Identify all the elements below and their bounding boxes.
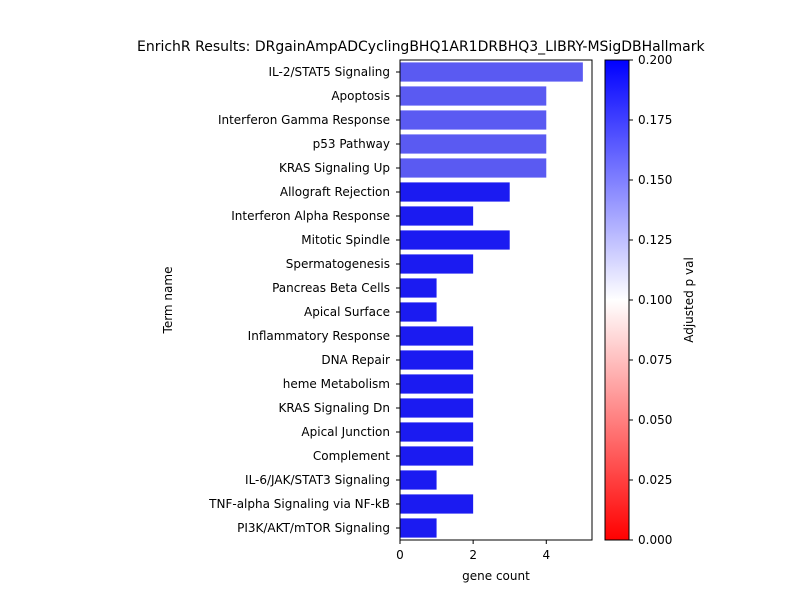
category-label-12: DNA Repair bbox=[321, 353, 390, 367]
category-label-1: Apoptosis bbox=[331, 89, 390, 103]
colorbar-tick-label-5: 0.125 bbox=[638, 233, 672, 247]
y-axis-label: Term name bbox=[161, 267, 175, 335]
category-label-5: Allograft Rejection bbox=[280, 185, 390, 199]
bar-16 bbox=[400, 446, 474, 466]
plot-frame bbox=[399, 59, 593, 541]
category-label-3: p53 Pathway bbox=[313, 137, 390, 151]
bar-6 bbox=[400, 206, 474, 226]
colorbar-tick-label-8: 0.200 bbox=[638, 53, 672, 67]
category-label-18: TNF-alpha Signaling via NF-kB bbox=[208, 497, 390, 511]
category-label-4: KRAS Signaling Up bbox=[279, 161, 390, 175]
bar-7 bbox=[400, 230, 510, 250]
x-tick-label-2: 4 bbox=[542, 548, 550, 562]
chart-title: EnrichR Results: DRgainAmpADCyclingBHQ1A… bbox=[137, 39, 705, 55]
category-label-7: Mitotic Spindle bbox=[301, 233, 390, 247]
colorbar-tick-label-4: 0.100 bbox=[638, 293, 672, 307]
bars-group bbox=[400, 62, 583, 538]
bar-4 bbox=[400, 158, 547, 178]
category-label-17: IL-6/JAK/STAT3 Signaling bbox=[245, 473, 390, 487]
category-labels-group: IL-2/STAT5 Signaling Apoptosis Interferon … bbox=[208, 65, 400, 535]
bar-11 bbox=[400, 326, 474, 346]
bar-14 bbox=[400, 398, 474, 418]
category-label-6: Interferon Alpha Response bbox=[231, 209, 390, 223]
colorbar-tick-label-6: 0.150 bbox=[638, 173, 672, 187]
bar-3 bbox=[400, 134, 547, 154]
bar-19 bbox=[400, 518, 437, 538]
colorbar-tick-label-1: 0.025 bbox=[638, 473, 672, 487]
category-label-8: Spermatogenesis bbox=[286, 257, 390, 271]
colorbar bbox=[604, 59, 630, 541]
bar-17 bbox=[400, 470, 437, 490]
category-label-16: Complement bbox=[313, 449, 390, 463]
bar-9 bbox=[400, 278, 437, 298]
bar-1 bbox=[400, 86, 547, 106]
x-tick-label-1: 2 bbox=[469, 548, 477, 562]
bar-12 bbox=[400, 350, 474, 370]
bar-0 bbox=[400, 62, 583, 82]
x-axis-ticks-group: 0 2 4 bbox=[396, 540, 550, 562]
category-label-19: PI3K/AKT/mTOR Signaling bbox=[237, 521, 390, 535]
category-label-11: Inflammatory Response bbox=[248, 329, 390, 343]
category-label-2: Interferon Gamma Response bbox=[218, 113, 390, 127]
category-label-10: Apical Surface bbox=[304, 305, 390, 319]
colorbar-tick-label-0: 0.000 bbox=[638, 533, 672, 547]
bar-5 bbox=[400, 182, 510, 202]
x-axis-label: gene count bbox=[462, 569, 530, 583]
colorbar-tick-label-3: 0.075 bbox=[638, 353, 672, 367]
bar-10 bbox=[400, 302, 437, 322]
bar-8 bbox=[400, 254, 474, 274]
x-tick-label-0: 0 bbox=[396, 548, 404, 562]
category-label-9: Pancreas Beta Cells bbox=[272, 281, 390, 295]
bar-15 bbox=[400, 422, 474, 442]
bar-13 bbox=[400, 374, 474, 394]
bar-18 bbox=[400, 494, 474, 514]
colorbar-ticks-group: 0.000 0.025 0.050 0.075 0.100 0.125 0.150 0.175… bbox=[629, 53, 672, 547]
colorbar-label: Adjusted p val bbox=[682, 257, 696, 343]
category-label-13: heme Metabolism bbox=[283, 377, 390, 391]
category-label-0: IL-2/STAT5 Signaling bbox=[268, 65, 390, 79]
bar-2 bbox=[400, 110, 547, 130]
category-label-15: Apical Junction bbox=[301, 425, 390, 439]
colorbar-tick-label-2: 0.050 bbox=[638, 413, 672, 427]
colorbar-tick-label-7: 0.175 bbox=[638, 113, 672, 127]
category-label-14: KRAS Signaling Dn bbox=[279, 401, 390, 415]
